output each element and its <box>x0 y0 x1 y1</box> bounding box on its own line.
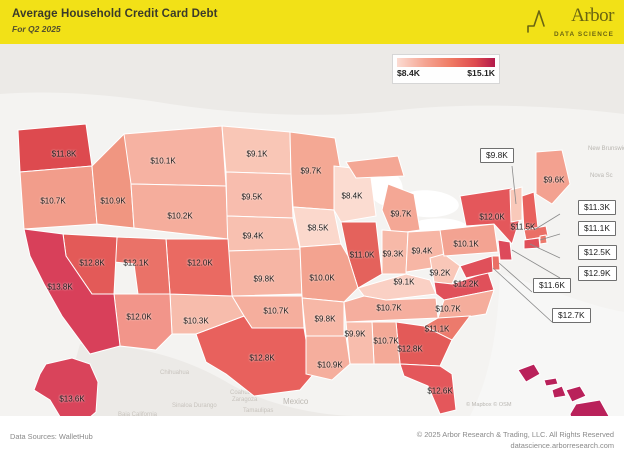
state-IN[interactable] <box>381 229 409 275</box>
state-KS[interactable] <box>227 248 303 297</box>
choropleth-map[interactable]: New Brunswick Nova Sc United States Chih… <box>0 44 624 416</box>
state-MI[interactable] <box>381 183 421 235</box>
state-OR[interactable] <box>19 165 98 230</box>
state-AR[interactable] <box>301 297 345 337</box>
state-MI-upper[interactable] <box>345 155 405 179</box>
footer: Data Sources: WalletHub © 2025 Arbor Res… <box>0 416 624 454</box>
svg-text:Zaragoza: Zaragoza <box>232 397 258 403</box>
legend-gradient-bar <box>397 58 495 67</box>
callout-MD[interactable]: $12.7K <box>552 308 591 324</box>
callout-CT[interactable]: $12.5K <box>578 245 617 261</box>
state-polygons-layer[interactable] <box>0 44 624 416</box>
svg-text:Baja California: Baja California <box>118 412 158 416</box>
state-CO[interactable] <box>165 238 233 297</box>
state-AZ[interactable] <box>113 293 173 351</box>
color-legend: $8.4K $15.1K <box>392 54 500 84</box>
state-UT[interactable] <box>113 236 171 295</box>
callout-DE[interactable]: $11.6K <box>533 278 571 294</box>
state-TX[interactable] <box>195 315 323 397</box>
svg-text:Chihuahua: Chihuahua <box>160 370 190 376</box>
website-link[interactable]: datascience.arborresearch.com <box>510 440 614 450</box>
state-RI[interactable] <box>539 234 548 245</box>
callout-NJ[interactable]: $12.9K <box>578 266 617 282</box>
state-IA[interactable] <box>292 206 342 248</box>
state-WA[interactable] <box>17 123 93 173</box>
svg-text:New Brunswick: New Brunswick <box>588 146 624 152</box>
state-MN[interactable] <box>289 131 341 211</box>
page-title: Average Household Credit Card Debt <box>12 8 218 20</box>
state-ND[interactable] <box>221 125 292 175</box>
svg-text:Coahuila de: Coahuila de <box>230 390 263 396</box>
state-LA[interactable] <box>305 335 351 381</box>
arbor-tagline: DATA SCIENCE <box>554 31 614 38</box>
arbor-mark-icon <box>527 10 545 33</box>
state-MD[interactable] <box>459 255 494 279</box>
state-WV[interactable] <box>429 253 461 285</box>
state-NH[interactable] <box>521 191 539 231</box>
state-PA[interactable] <box>439 223 499 257</box>
state-CT[interactable] <box>523 237 541 250</box>
base-map-layer: New Brunswick Nova Sc United States Chih… <box>0 44 624 416</box>
state-NJ[interactable] <box>497 239 513 261</box>
copyright-block: © 2025 Arbor Research & Trading, LLC. Al… <box>417 430 614 451</box>
data-source-note: Data Sources: WalletHub <box>10 432 93 441</box>
copyright-text: © 2025 Arbor Research & Trading, LLC. Al… <box>416 430 614 439</box>
state-ME[interactable] <box>535 149 571 205</box>
svg-text:Mexico: Mexico <box>283 397 309 406</box>
state-VT[interactable] <box>509 186 523 223</box>
state-SD[interactable] <box>225 171 294 219</box>
page-subtitle: For Q2 2025 <box>12 24 61 34</box>
arbor-wordmark: Arbor <box>571 5 614 26</box>
state-CA[interactable] <box>23 228 121 355</box>
svg-text:Tamaulipas: Tamaulipas <box>243 408 273 414</box>
callout-leader-lines <box>492 165 561 323</box>
state-NE[interactable] <box>226 215 301 252</box>
state-HI[interactable] <box>517 363 610 416</box>
state-NY[interactable] <box>459 187 523 245</box>
state-WY[interactable] <box>130 183 229 240</box>
legend-max-label: $15.1K <box>467 68 495 78</box>
callout-VT[interactable]: $9.8K <box>480 148 514 164</box>
state-MT[interactable] <box>123 125 227 187</box>
legend-min-label: $8.4K <box>397 68 420 78</box>
svg-text:Sinaloa Durango: Sinaloa Durango <box>172 403 217 409</box>
svg-text:© Mapbox © OSM: © Mapbox © OSM <box>466 401 512 408</box>
arbor-logo: Arbor DATA SCIENCE <box>524 4 616 40</box>
state-AL[interactable] <box>371 321 401 365</box>
state-IL[interactable] <box>340 221 383 289</box>
state-MS[interactable] <box>345 321 375 365</box>
svg-text:Nova Sc: Nova Sc <box>590 173 613 179</box>
callout-RI[interactable]: $11.1K <box>578 221 616 237</box>
state-AK[interactable] <box>33 357 99 416</box>
callout-MA[interactable]: $11.3K <box>578 200 616 216</box>
header-banner: Average Household Credit Card Debt For Q… <box>0 0 624 44</box>
state-FL[interactable] <box>399 363 457 415</box>
state-TN[interactable] <box>343 295 439 323</box>
